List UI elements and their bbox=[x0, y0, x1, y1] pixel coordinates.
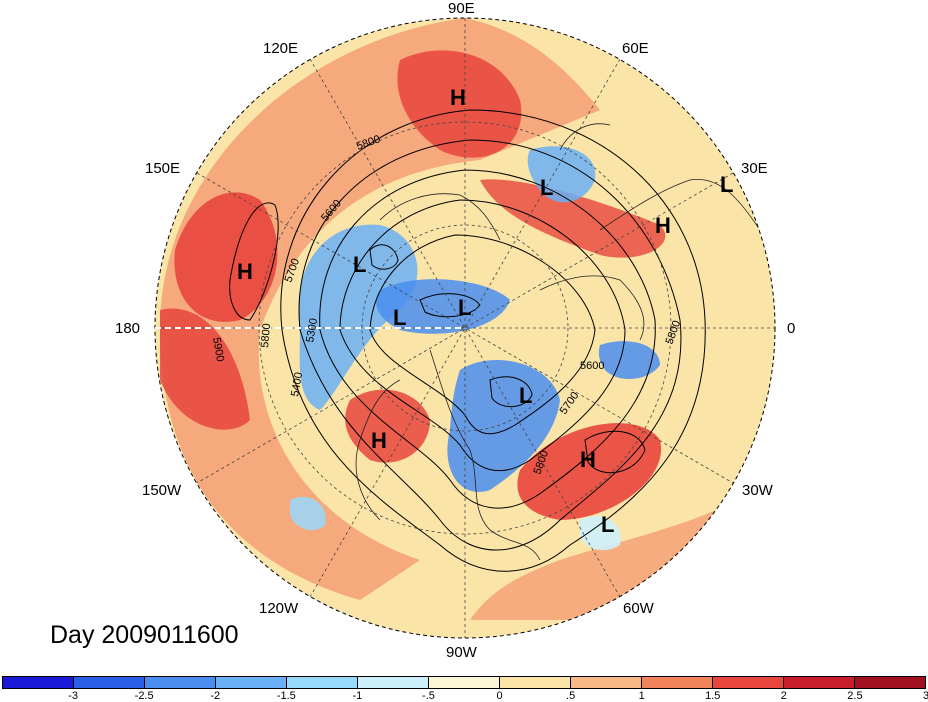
pressure-center-label: L bbox=[458, 295, 471, 320]
contour-label: 5900 bbox=[210, 336, 226, 362]
colorbar-swatch bbox=[571, 677, 642, 688]
pressure-center-label: L bbox=[353, 252, 366, 277]
lon-label-90e: 90E bbox=[448, 0, 475, 17]
lon-label-90w: 90W bbox=[446, 644, 477, 661]
warm-core-pacific bbox=[174, 192, 278, 322]
contour-label: 5400 bbox=[289, 371, 305, 397]
colorbar-swatch bbox=[287, 677, 358, 688]
colorbar-tick-label: .5 bbox=[566, 690, 576, 702]
colorbar-tick-label: -2.5 bbox=[134, 690, 154, 702]
colorbar-swatch bbox=[429, 677, 500, 688]
colorbar-tick-label: -2 bbox=[210, 690, 221, 702]
lon-label-120e: 120E bbox=[263, 40, 299, 57]
pressure-center-label: H bbox=[580, 447, 596, 472]
colorbar-swatch bbox=[855, 677, 925, 688]
colorbar-tick-label: -1.5 bbox=[276, 690, 296, 702]
pressure-center-label: L bbox=[720, 172, 733, 197]
lon-label-60e: 60E bbox=[622, 40, 649, 57]
pressure-center-label: L bbox=[601, 512, 614, 537]
colorbar-swatch bbox=[642, 677, 713, 688]
lon-label-120w: 120W bbox=[259, 600, 299, 617]
colorbar-swatch bbox=[784, 677, 855, 688]
pressure-center-label: H bbox=[655, 213, 671, 238]
contour-label: 5600 bbox=[580, 360, 604, 372]
cold-anomaly-scandinavia bbox=[527, 146, 596, 203]
warm-anomaly-west bbox=[160, 18, 600, 600]
colorbar-swatch bbox=[358, 677, 429, 688]
colorbar-tick-label: 3 bbox=[922, 690, 928, 702]
colorbar-tick-label: 1 bbox=[638, 690, 645, 702]
pressure-center-label: H bbox=[450, 85, 466, 110]
colorbar-tick-label: -.5 bbox=[422, 690, 435, 702]
cold-anomaly-arctic bbox=[376, 279, 510, 334]
colorbar-tick-label: -3 bbox=[68, 690, 78, 702]
contour-label: 5800 bbox=[259, 323, 273, 348]
pressure-center-label: H bbox=[237, 259, 253, 284]
lon-label-0: 0 bbox=[787, 320, 796, 337]
lon-label-30e: 30E bbox=[741, 160, 768, 177]
colorbar bbox=[2, 676, 926, 689]
pressure-center-label: L bbox=[393, 305, 406, 330]
colorbar-swatch bbox=[500, 677, 571, 688]
warm-core-atlantic bbox=[517, 423, 662, 520]
lon-label-150e: 150E bbox=[145, 160, 181, 177]
cold-anomaly-pacific bbox=[290, 496, 326, 531]
pressure-center-label: H bbox=[371, 428, 387, 453]
cold-anomaly-subtropics bbox=[580, 516, 621, 551]
warm-core-siberia bbox=[397, 50, 522, 158]
coastlines bbox=[355, 123, 761, 561]
colorbar-swatch bbox=[74, 677, 145, 688]
colorbar-tick-label: 2.5 bbox=[847, 690, 863, 702]
colorbar-tick-label: 1.5 bbox=[705, 690, 721, 702]
colorbar-swatch bbox=[216, 677, 287, 688]
colorbar-tick-label: 2 bbox=[780, 690, 787, 702]
colorbar-swatch bbox=[145, 677, 216, 688]
colorbar-swatch bbox=[3, 677, 74, 688]
cold-anomaly-atlantic-north bbox=[598, 341, 660, 380]
colorbar-tick-label: -1 bbox=[352, 690, 363, 702]
lon-label-60w: 60W bbox=[623, 600, 654, 617]
date-title: Day 2009011600 bbox=[50, 621, 239, 649]
warm-core-dateline bbox=[160, 308, 250, 430]
colorbar-tick-label: 0 bbox=[496, 690, 503, 702]
lon-label-150w: 150W bbox=[142, 482, 182, 499]
pressure-center-label: L bbox=[519, 383, 532, 408]
contour-label: 5300 bbox=[304, 317, 320, 343]
lon-label-180: 180 bbox=[115, 320, 141, 337]
warm-core-europe bbox=[480, 179, 666, 258]
lon-label-30w: 30W bbox=[742, 482, 773, 499]
pressure-center-label: L bbox=[540, 175, 553, 200]
colorbar-swatch bbox=[713, 677, 784, 688]
